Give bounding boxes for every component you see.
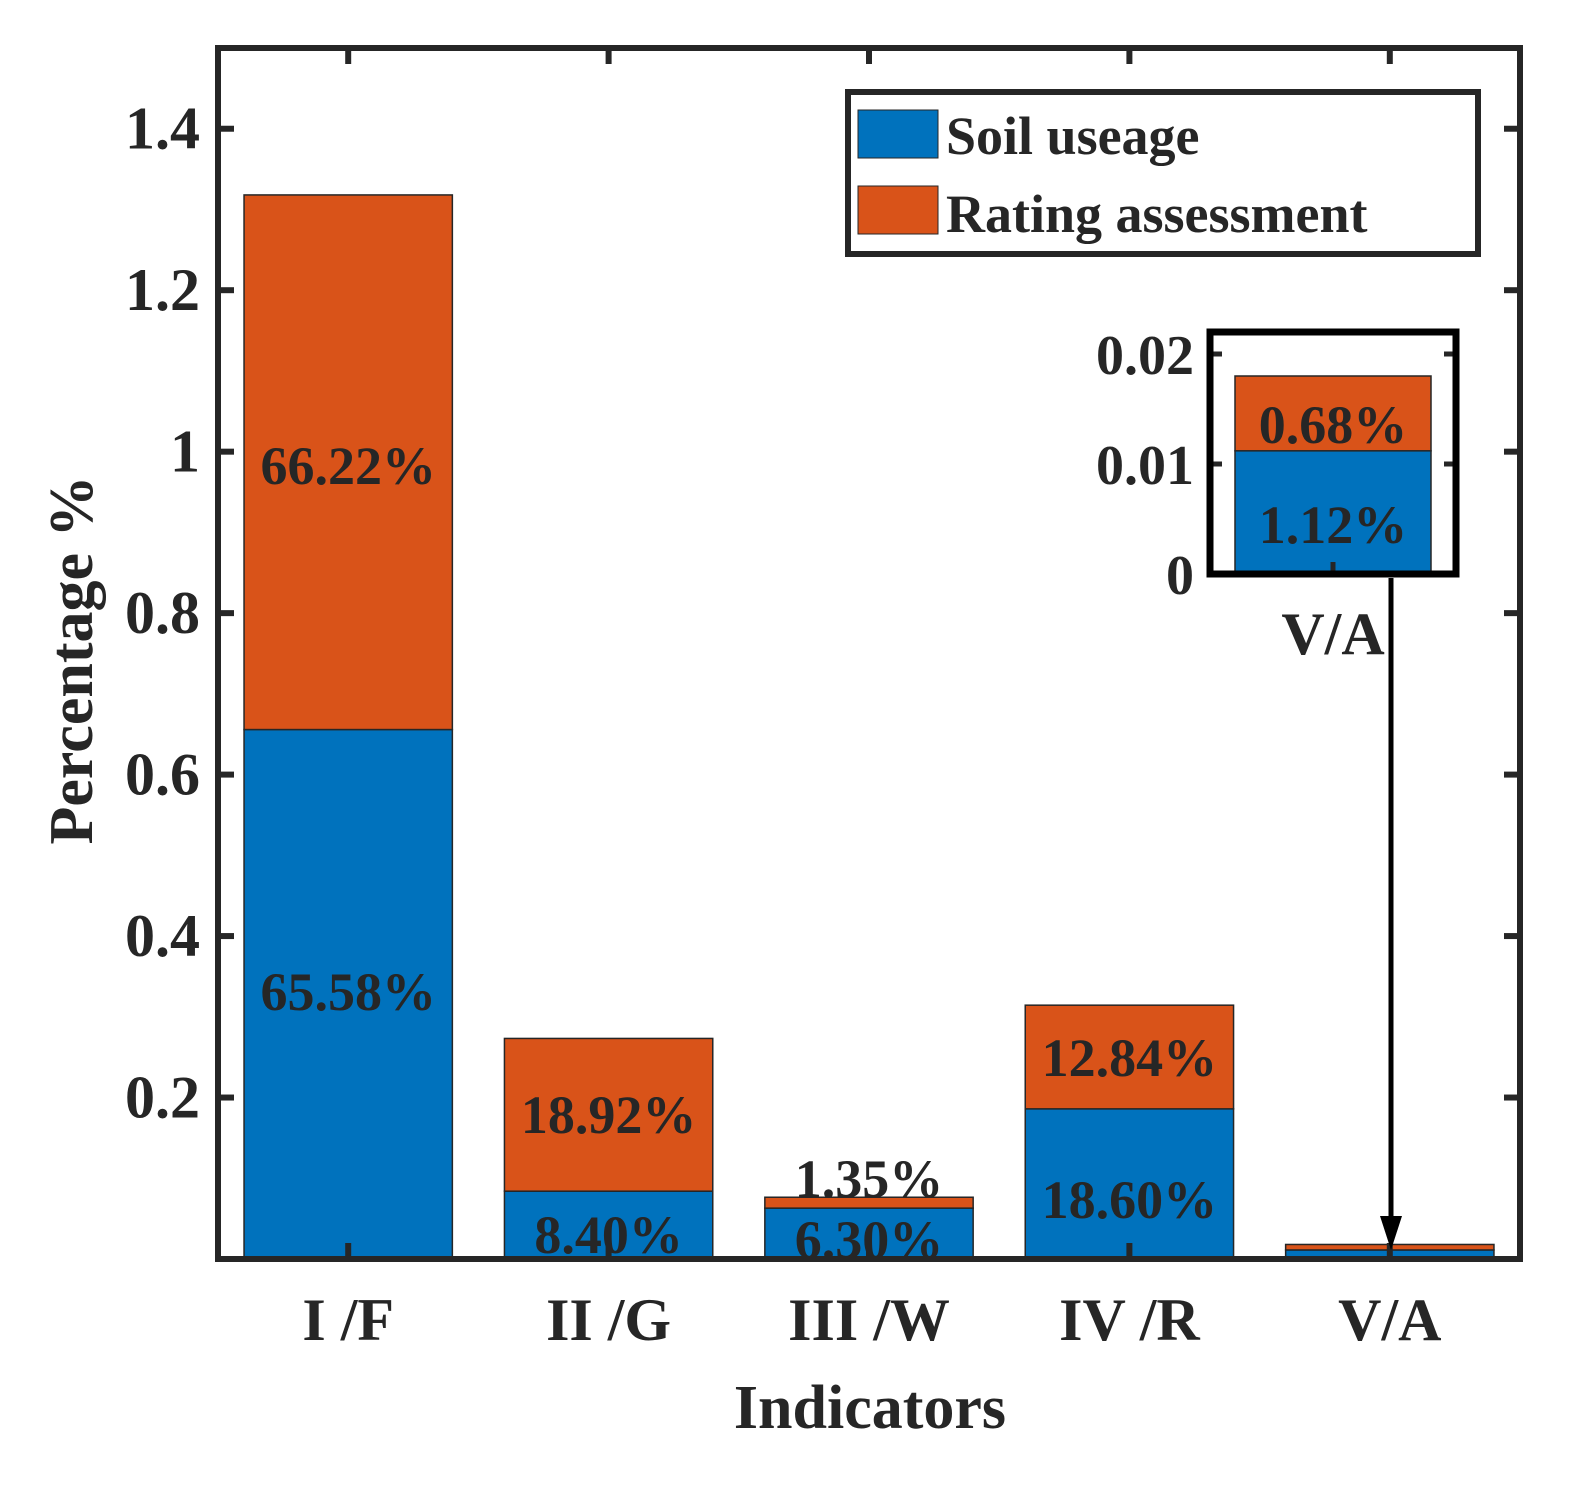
inset-value-label-rating-assessment: 0.68%	[1259, 395, 1408, 455]
value-label-soil-useage-i-f: 65.58%	[260, 962, 436, 1022]
inset-y-tick-label: 0.01	[1096, 435, 1194, 497]
inset-value-label-soil-useage: 1.12%	[1259, 495, 1408, 555]
x-tick-label-iv-r: IV /R	[1059, 1287, 1200, 1353]
bar-value-labels: 65.58%66.22%8.40%18.92%6.30%1.35% 18.60%1…	[260, 436, 1217, 1270]
legend-label-soil-useage: Soil useage	[946, 106, 1200, 166]
legend-swatch-soil-useage	[857, 109, 939, 159]
inset-frame	[1206, 328, 1460, 578]
legend-swatch-rating-assessment	[857, 185, 939, 235]
x-tick-labels: I /F II /G III /W IV /R V/A	[302, 1287, 1441, 1353]
y-tick-label: 0.2	[125, 1065, 200, 1131]
inset-y-tick-label: 0.02	[1096, 325, 1194, 387]
inset-y-tick-label: 0	[1166, 545, 1194, 607]
x-axis-label: Indicators	[734, 1374, 1006, 1442]
x-tick-label-iii-w: III /W	[788, 1287, 950, 1353]
bar-rating-assessment-ii-g	[503, 1037, 714, 1192]
y-tick-label: 0.6	[125, 742, 200, 808]
y-tick-label: 1.4	[125, 96, 200, 162]
legend-label-rating-assessment: Rating assessment	[946, 184, 1368, 244]
inset-chart-va: 1.12% 0.68% 0 0.01 0.02 V/A	[1096, 325, 1460, 667]
x-tick-label-i-f: I /F	[302, 1287, 394, 1353]
bar-soil-useage-i-f	[243, 728, 454, 1260]
inset-bar-soil-useage	[1234, 450, 1432, 575]
x-tick-label-v-a: V/A	[1338, 1287, 1441, 1353]
y-tick-label: 0.4	[125, 903, 200, 969]
inset-pointer-arrow	[1380, 578, 1402, 1250]
bar-rating-assessment-iv-r	[1024, 1004, 1235, 1110]
arrow-head	[1380, 1216, 1402, 1250]
value-label-rating-assessment-iv-r: 12.84%	[1042, 1028, 1218, 1088]
value-label-rating-assessment-i-f: 66.22%	[260, 436, 436, 496]
value-label-rating-assessment-iii-w: 1.35%	[795, 1149, 944, 1209]
bar-soil-useage-iv-r	[1024, 1108, 1235, 1260]
y-tick-label: 0.8	[125, 580, 200, 646]
legend-box	[845, 89, 1481, 257]
bar-rating-assessment-iii-w	[764, 1196, 974, 1209]
inset-x-tick-label: V/A	[1281, 601, 1384, 667]
y-tick-label: 1	[170, 419, 200, 485]
legend: Soil useage Rating assessment	[845, 89, 1481, 257]
y-axis-label: Percentage %	[38, 476, 106, 845]
x-tick-label-ii-g: II /G	[546, 1287, 671, 1353]
value-label-soil-useage-iv-r: 18.60%	[1042, 1170, 1218, 1230]
main-bars	[243, 194, 1495, 1260]
y-tick-label: 1.2	[125, 257, 200, 323]
y-tick-labels: 0.2 0.4 0.6 0.8 1 1.2 1.4	[125, 96, 200, 1131]
bar-rating-assessment-i-f	[243, 194, 454, 731]
value-label-rating-assessment-ii-g: 18.92%	[521, 1085, 697, 1145]
inset-bar-rating-assessment	[1234, 375, 1432, 452]
